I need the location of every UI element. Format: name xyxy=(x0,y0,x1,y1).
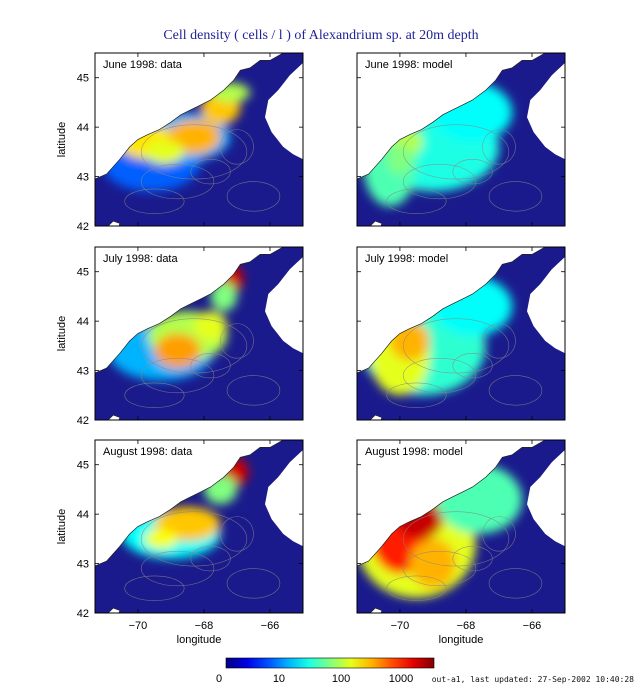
density-patch xyxy=(144,528,178,549)
panel-label: August 1998: model xyxy=(365,446,463,458)
x-tick-label: −70 xyxy=(391,620,410,632)
y-tick-label: 44 xyxy=(77,509,89,521)
x-axis-label: longitude xyxy=(439,634,484,646)
y-tick-label: 43 xyxy=(77,559,89,571)
panel-august-1998-data: August 1998: data 42 43 44 45 −70 −68 −66 latitu… xyxy=(56,439,304,646)
panel-june-1998-data: June 1998: data 42 43 44 45 latitude xyxy=(56,52,304,233)
bathymetry-contour xyxy=(402,124,510,180)
y-tick-label: 44 xyxy=(77,122,89,134)
density-patch xyxy=(194,311,228,341)
x-tick-label: −66 xyxy=(523,620,542,632)
panel-july-1998-data: July 1998: data 42 43 44 45 latitude xyxy=(56,246,304,427)
density-patch xyxy=(154,333,201,369)
x-tick-label: −68 xyxy=(195,620,214,632)
panel-july-1998-model: July 1998: model xyxy=(356,246,566,421)
cape-cod-land xyxy=(357,414,383,420)
bathymetry-contour xyxy=(402,511,510,567)
panel-june-1998-model: June 1998: model xyxy=(356,52,566,227)
bathymetry-contour xyxy=(226,181,281,212)
bathymetry-contour xyxy=(482,516,516,552)
panel-august-1998-model: August 1998: model −70 −68 −66 longitude xyxy=(356,439,566,646)
bathymetry-contour xyxy=(140,511,248,567)
coastline xyxy=(357,440,556,567)
panel-label: July 1998: model xyxy=(365,253,448,265)
bathymetry-contour xyxy=(220,129,254,165)
bathymetry-contour xyxy=(402,163,477,200)
panel-label: June 1998: data xyxy=(103,59,183,71)
bathymetry-contour xyxy=(220,516,254,552)
bathymetry-contour xyxy=(140,163,215,200)
bathymetry-contour xyxy=(226,375,281,406)
x-tick-label: −70 xyxy=(129,620,148,632)
bathymetry-contour xyxy=(386,575,447,601)
bathymetry-contour xyxy=(488,568,543,599)
coastline xyxy=(357,53,556,180)
x-tick-label: −68 xyxy=(457,620,476,632)
y-tick-label: 42 xyxy=(77,608,89,620)
y-tick-label: 45 xyxy=(77,460,89,472)
x-tick-label: −66 xyxy=(261,620,280,632)
bathymetry-contour xyxy=(402,550,477,587)
panel-frame xyxy=(356,246,566,421)
colorbar-tick-label: 10 xyxy=(273,673,285,685)
density-patch xyxy=(144,139,185,165)
panel-frame xyxy=(356,439,566,614)
y-axis-label: latitude xyxy=(56,122,68,157)
bathymetry-contour xyxy=(488,181,543,212)
panel-frame xyxy=(356,52,566,227)
bathymetry-contour xyxy=(482,323,516,359)
chart-title: Cell density ( cells / l ) of Alexandriu… xyxy=(163,28,479,43)
bathymetry-contour xyxy=(124,382,185,408)
bathymetry-contour xyxy=(402,318,510,374)
bathymetry-contour xyxy=(140,357,215,394)
colorbar-tick-label: 0 xyxy=(216,673,222,685)
y-tick-label: 44 xyxy=(77,316,89,328)
bathymetry-contour xyxy=(220,323,254,359)
y-tick-label: 45 xyxy=(77,73,89,85)
cape-cod-land xyxy=(95,414,121,420)
y-axis-label: latitude xyxy=(56,509,68,544)
panel-label: August 1998: data xyxy=(103,446,193,458)
bathymetry-contour xyxy=(140,124,248,180)
cape-cod-land xyxy=(357,220,383,226)
bathymetry-contour xyxy=(386,188,447,214)
coastline xyxy=(95,440,294,567)
bathymetry-contour xyxy=(140,318,248,374)
coastline xyxy=(95,53,294,180)
y-tick-label: 42 xyxy=(77,415,89,427)
colorbar xyxy=(225,657,435,669)
bathymetry-contour xyxy=(488,375,543,406)
colorbar-tick-label: 100 xyxy=(332,673,350,685)
x-axis-label: longitude xyxy=(177,634,222,646)
y-tick-label: 43 xyxy=(77,366,89,378)
coastline xyxy=(95,247,294,374)
bathymetry-contour xyxy=(402,357,477,394)
panel-frame xyxy=(94,246,304,421)
coastline xyxy=(357,247,556,374)
cape-cod-land xyxy=(95,607,121,613)
panel-frame xyxy=(94,52,304,227)
bathymetry-contour xyxy=(386,382,447,408)
panel-label: July 1998: data xyxy=(103,253,178,265)
bathymetry-contour xyxy=(226,568,281,599)
bathymetry-contour xyxy=(482,129,516,165)
y-tick-label: 43 xyxy=(77,172,89,184)
y-tick-label: 45 xyxy=(77,267,89,279)
bathymetry-contour xyxy=(140,550,215,587)
density-patch xyxy=(386,144,414,175)
bathymetry-contour xyxy=(124,575,185,601)
cape-cod-land xyxy=(95,220,121,226)
cape-cod-land xyxy=(357,607,383,613)
colorbar-tick-label: 1000 xyxy=(389,673,413,685)
y-tick-label: 42 xyxy=(77,221,89,233)
panel-label: June 1998: model xyxy=(365,59,452,71)
y-axis-label: latitude xyxy=(56,316,68,351)
bathymetry-contour xyxy=(124,188,185,214)
footer-timestamp: out-a1, last updated: 27-Sep-2002 10:40:… xyxy=(431,675,634,684)
panel-frame xyxy=(94,439,304,614)
